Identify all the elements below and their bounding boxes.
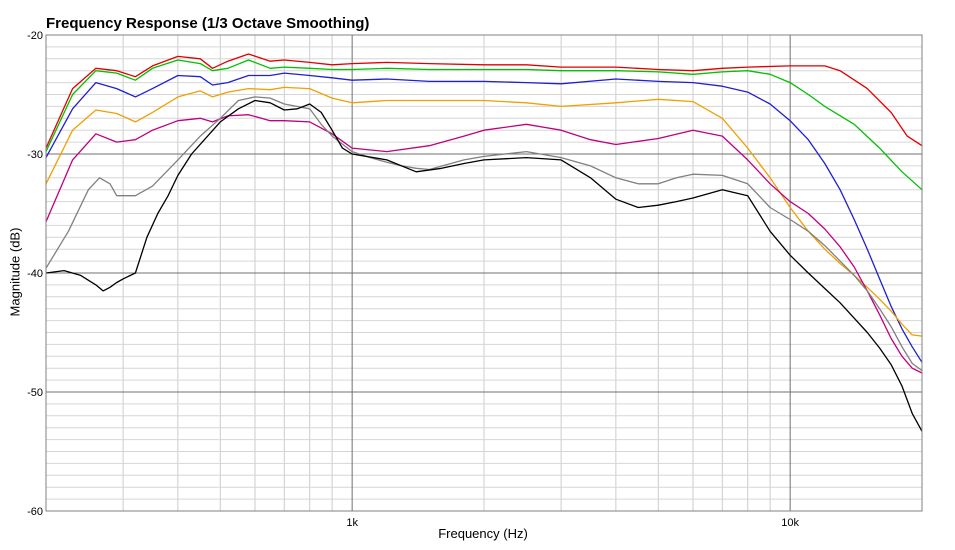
y-tick-label: -20 bbox=[27, 30, 43, 42]
x-tick-label: 10k bbox=[781, 517, 799, 529]
series-line-2 bbox=[45, 72, 923, 363]
y-tick-label: -30 bbox=[27, 149, 43, 161]
x-tick-label: 1k bbox=[346, 517, 358, 529]
chart-title: Frequency Response (1/3 Octave Smoothing… bbox=[46, 15, 370, 32]
series-line-1 bbox=[45, 59, 923, 191]
series-line-0 bbox=[45, 53, 923, 149]
x-axis-label: Frequency (Hz) bbox=[438, 526, 528, 541]
series-layer bbox=[45, 53, 923, 432]
plot-frame bbox=[45, 34, 923, 512]
tick-labels: -20 -30 -40 -50 -60 1k 10k bbox=[27, 30, 799, 529]
series-line-6 bbox=[45, 99, 923, 432]
y-tick-label: -50 bbox=[27, 387, 43, 399]
series-line-4 bbox=[45, 114, 923, 374]
y-tick-label: -60 bbox=[27, 506, 43, 518]
y-tick-label: -40 bbox=[27, 268, 43, 280]
series-line-5 bbox=[45, 96, 923, 372]
